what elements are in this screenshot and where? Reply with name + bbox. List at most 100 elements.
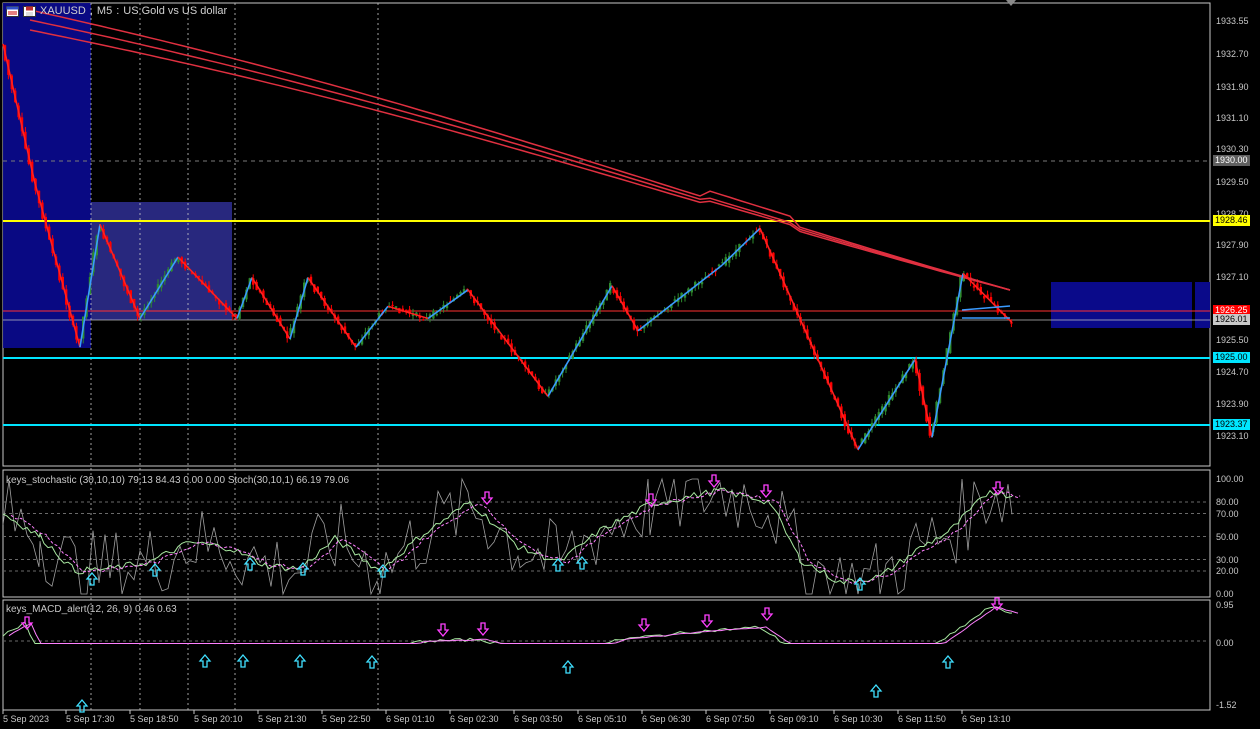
stochastic-axis-tick: 20.00 bbox=[1216, 566, 1239, 576]
time-axis-tick: 6 Sep 06:30 bbox=[642, 714, 691, 724]
chart-window-icon[interactable] bbox=[6, 5, 19, 17]
macd-buy-arrow-icon bbox=[869, 683, 883, 698]
price-label-bid: 1926.25 bbox=[1213, 305, 1250, 316]
candle-body bbox=[602, 300, 605, 305]
forecast-zone-edge bbox=[1195, 282, 1210, 328]
macd-indicator-label: keys_MACD_alert(12, 26, 9) 0.46 0.63 bbox=[6, 604, 177, 615]
time-axis-tick: 5 Sep 22:50 bbox=[322, 714, 371, 724]
macd-buy-arrow-icon bbox=[236, 653, 250, 668]
mid-ma-line bbox=[29, 19, 1011, 291]
candle-body bbox=[751, 234, 755, 239]
chart-shift-marker[interactable] bbox=[1006, 0, 1016, 6]
candle-body bbox=[646, 323, 649, 326]
candle-body bbox=[313, 284, 316, 292]
time-axis-tick: 5 Sep 21:30 bbox=[258, 714, 307, 724]
candle-body bbox=[884, 403, 887, 412]
price-label-cyan-level: 1923.37 bbox=[1213, 419, 1250, 430]
time-axis-tick: 5 Sep 20:10 bbox=[194, 714, 243, 724]
macd-axis-tick: -1.52 bbox=[1216, 700, 1237, 710]
zigzag-down-segment bbox=[611, 285, 639, 332]
candle-body bbox=[768, 249, 772, 257]
candle-body bbox=[908, 363, 911, 369]
zigzag-up-segment bbox=[547, 285, 613, 397]
stochastic-buy-arrow-icon bbox=[85, 571, 99, 586]
macd-buy-arrow-icon bbox=[561, 659, 575, 674]
macd-subwindow-frame bbox=[2, 599, 1211, 711]
candle-body bbox=[666, 308, 670, 310]
candle-body bbox=[673, 299, 676, 302]
candle-body bbox=[289, 328, 292, 336]
zigzag-up-segment bbox=[931, 273, 964, 438]
candle-body bbox=[167, 269, 170, 273]
save-icon[interactable] bbox=[23, 5, 36, 17]
candle-body bbox=[190, 272, 194, 274]
time-axis-tick: 6 Sep 05:10 bbox=[578, 714, 627, 724]
candle-body bbox=[473, 297, 476, 304]
stochastic-indicator-label: keys_stochastic (30,10,10) 79.13 84.43 0… bbox=[6, 475, 350, 486]
candle-body bbox=[568, 355, 571, 360]
candle-body bbox=[612, 288, 615, 293]
macd-buy-arrow-icon bbox=[365, 654, 379, 669]
candle-body bbox=[462, 289, 466, 293]
macd-sell-arrow-icon bbox=[990, 597, 1004, 612]
zigzag-up-segment bbox=[637, 264, 723, 332]
stochastic-buy-arrow-icon bbox=[148, 562, 162, 577]
stochastic-axis-tick: 70.00 bbox=[1216, 508, 1239, 519]
candle-body bbox=[500, 334, 503, 340]
candle-body bbox=[721, 262, 724, 264]
time-axis-tick: 5 Sep 2023 bbox=[3, 714, 50, 724]
zigzag-down-segment bbox=[177, 256, 238, 320]
candle-body bbox=[575, 343, 578, 349]
stochastic-main-line bbox=[2, 487, 1013, 585]
macd-buy-arrow-icon bbox=[941, 654, 955, 669]
macd-sell-arrow-icon bbox=[700, 614, 714, 629]
candle-body bbox=[218, 300, 221, 305]
stochastic-buy-arrow-icon bbox=[853, 576, 867, 591]
time-axis-tick: 6 Sep 01:10 bbox=[386, 714, 435, 724]
stochastic-axis-tick: 0.00 bbox=[1216, 589, 1234, 599]
price-axis-tick: 1924.70 bbox=[1216, 367, 1249, 377]
zigzag-down-segment bbox=[2, 43, 36, 184]
price-axis-tick: 1923.90 bbox=[1216, 399, 1249, 409]
stochastic-buy-arrow-icon bbox=[551, 557, 565, 572]
stochastic-subwindow-frame bbox=[2, 469, 1211, 598]
timeframe-label: M5 bbox=[96, 5, 113, 17]
zigzag-up-segment bbox=[721, 227, 761, 266]
price-axis-tick: 1927.10 bbox=[1216, 272, 1249, 282]
candle-body bbox=[643, 325, 646, 329]
slow-ma-line bbox=[29, 9, 1011, 291]
symbol-description: US Gold vs US dollar bbox=[123, 5, 228, 17]
stochastic-sell-arrow-icon bbox=[759, 484, 773, 499]
stochastic-sell-arrow-icon bbox=[480, 491, 494, 506]
candle-body bbox=[435, 313, 438, 316]
candle-body bbox=[690, 288, 693, 293]
price-axis-tick: 1927.90 bbox=[1216, 240, 1249, 250]
price-label-ma-value: 1926.01 bbox=[1213, 314, 1250, 325]
macd-buy-arrow-icon bbox=[293, 653, 307, 668]
candle-body bbox=[486, 315, 489, 321]
candle-body bbox=[717, 264, 721, 267]
candle-body bbox=[231, 314, 234, 317]
zigzag-up-segment bbox=[427, 289, 469, 320]
zigzag-down-segment bbox=[914, 359, 933, 438]
candle-body bbox=[989, 297, 993, 302]
stochastic-buy-arrow-icon bbox=[575, 555, 589, 570]
symbol-label: XAUUSD bbox=[40, 5, 86, 17]
candle-body bbox=[694, 281, 697, 287]
zigzag-down-segment bbox=[307, 277, 357, 348]
price-axis-tick: 1931.90 bbox=[1216, 82, 1249, 92]
candle-body bbox=[670, 303, 673, 309]
projection-line bbox=[961, 305, 1011, 311]
zigzag-down-segment bbox=[467, 289, 549, 397]
candle-body bbox=[619, 296, 622, 301]
candle-body bbox=[78, 338, 81, 341]
zigzag-down-segment bbox=[387, 305, 429, 320]
time-axis-tick: 6 Sep 03:50 bbox=[514, 714, 563, 724]
candle-body bbox=[870, 422, 874, 428]
price-axis-tick: 1933.55 bbox=[1216, 16, 1249, 26]
candle-body bbox=[524, 361, 527, 368]
zigzag-up-segment bbox=[139, 256, 179, 319]
zigzag-down-segment bbox=[962, 272, 1013, 324]
candle-body bbox=[683, 294, 687, 298]
